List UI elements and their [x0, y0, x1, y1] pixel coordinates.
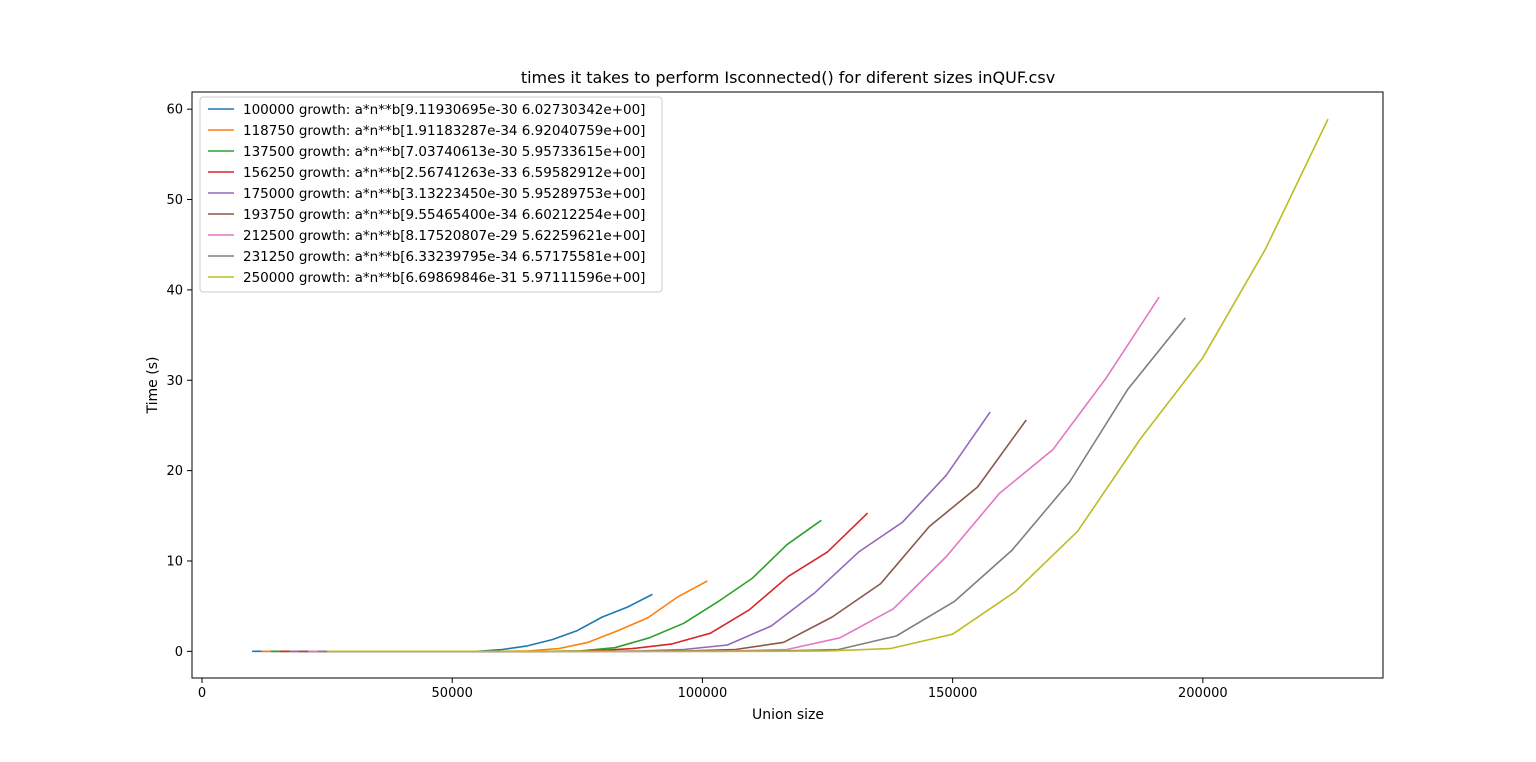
legend: 100000 growth: a*n**b[9.11930695e-30 6.0…: [199, 96, 663, 293]
x-axis-label: Union size: [752, 707, 824, 723]
series-line-6: [308, 296, 1160, 653]
x-tick-label: 50000: [432, 686, 473, 701]
series-line-7: [317, 317, 1186, 653]
legend-label: 118750 growth: a*n**b[1.91183287e-34 6.9…: [243, 123, 645, 139]
legend-label: 100000 growth: a*n**b[9.11930695e-30 6.0…: [243, 102, 645, 118]
series-lines: [252, 118, 1329, 653]
series-line-2: [270, 519, 822, 653]
series-line-5: [299, 419, 1027, 653]
plot-area-frame: [191, 91, 1384, 679]
y-tick-label: 10: [166, 554, 183, 569]
legend-label: 250000 growth: a*n**b[6.69869846e-31 5.9…: [243, 270, 645, 286]
y-tick-label: 30: [166, 374, 183, 389]
y-tick-label: 20: [166, 464, 183, 479]
legend-label: 156250 growth: a*n**b[2.56741263e-33 6.5…: [243, 165, 645, 181]
legend-label: 137500 growth: a*n**b[7.03740613e-30 5.9…: [243, 144, 645, 160]
legend-label: 193750 growth: a*n**b[9.55465400e-34 6.6…: [243, 207, 645, 223]
legend-label: 175000 growth: a*n**b[3.13223450e-30 5.9…: [243, 186, 645, 202]
series-line-0: [252, 593, 653, 653]
legend-label: 212500 growth: a*n**b[8.17520807e-29 5.6…: [243, 228, 645, 244]
series-line-3: [280, 512, 869, 653]
x-tick-label: 200000: [1178, 686, 1228, 701]
legend-label: 231250 growth: a*n**b[6.33239795e-34 6.5…: [243, 249, 645, 265]
y-tick-label: 50: [166, 193, 183, 208]
chart-title: times it takes to perform Isconnected() …: [521, 68, 1055, 87]
y-tick-label: 40: [166, 283, 183, 298]
x-tick-label: 100000: [678, 686, 728, 701]
x-tick-label: 0: [198, 686, 206, 701]
y-axis-label: Time (s): [145, 357, 161, 415]
y-tick-label: 0: [175, 645, 183, 660]
series-line-4: [289, 411, 991, 653]
x-axis: 0 50000 100000 150000 200000: [198, 678, 1228, 701]
x-tick-label: 150000: [928, 686, 978, 701]
y-axis: 0 10 20 30 40 50 60: [166, 103, 192, 660]
legend-box: [199, 96, 663, 293]
y-tick-label: 60: [166, 103, 183, 118]
series-line-8: [327, 118, 1329, 653]
